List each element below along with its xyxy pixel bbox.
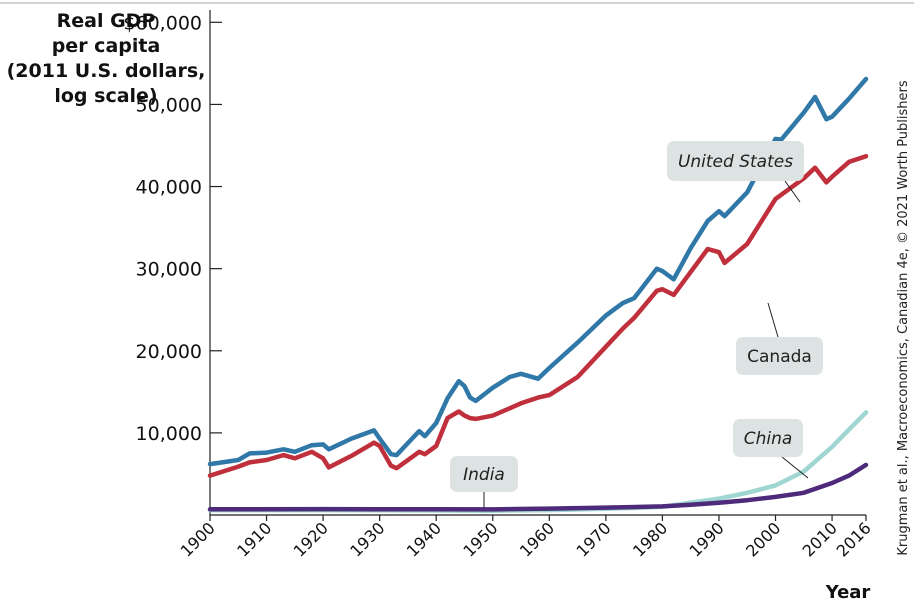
y-tick-label: 50,000 — [136, 94, 202, 116]
callout-label-india: India — [463, 465, 505, 485]
y-tick-label: 10,000 — [136, 423, 202, 445]
y-tick-label: 30,000 — [136, 259, 202, 281]
callout-leader-china — [781, 456, 809, 479]
x-tick-label: 1970 — [572, 518, 614, 560]
x-tick-label: 2000 — [742, 518, 784, 560]
series-lines — [207, 76, 869, 513]
callout-label-united-states: United States — [678, 152, 793, 172]
x-tick-label: 1980 — [629, 518, 671, 560]
x-tick-label: 1990 — [686, 518, 728, 560]
series-callouts: United States Canada China India — [450, 141, 823, 508]
x-tick-label: 1960 — [516, 518, 558, 560]
y-ticks: 10,000 20,000 30,000 40,000 50,000 $60,000 — [123, 12, 222, 445]
callout-label-china: China — [744, 429, 793, 449]
y-tick-label: 20,000 — [136, 341, 202, 363]
y-axis-title-line-3: (2011 U.S. dollars, — [7, 60, 206, 82]
x-tick-label: 2016 — [833, 518, 875, 560]
y-axis-title-line-4: log scale) — [54, 85, 157, 107]
y-tick-label: $60,000 — [123, 12, 202, 34]
publisher-credit: Krugman et al., Macroeconomics, Canadian… — [896, 80, 911, 556]
y-axis-title: Real GDP per capita (2011 U.S. dollars, … — [7, 10, 206, 107]
callout-box-canada — [736, 337, 823, 375]
x-axis-title: Year — [825, 582, 871, 603]
x-tick-label: 1950 — [459, 518, 501, 560]
x-tick-label: 2010 — [799, 518, 841, 560]
callout-box-china — [733, 419, 803, 457]
x-tick-label: 1930 — [346, 518, 388, 560]
callout-leader-canada — [767, 302, 779, 338]
x-ticks: 1900 1910 1920 1930 1940 1950 1960 1970 1980 1990… — [177, 515, 875, 561]
callout-label-canada: Canada — [747, 347, 812, 367]
series-line-canada — [207, 153, 869, 478]
x-tick-label: 1900 — [177, 518, 219, 560]
callout-leader-united-states — [784, 180, 801, 203]
callout-box-united-states — [667, 141, 804, 181]
series-line-india — [207, 462, 869, 512]
callout-box-india — [450, 456, 518, 492]
x-tick-label: 1920 — [290, 518, 332, 560]
y-axis-title-line-1: Real GDP — [57, 10, 156, 32]
y-axis-title-line-2: per capita — [52, 35, 161, 57]
x-tick-label: 1910 — [233, 518, 275, 560]
y-tick-label: 40,000 — [136, 177, 202, 199]
series-line-united-states — [207, 76, 869, 467]
x-tick-label: 1940 — [403, 518, 445, 560]
